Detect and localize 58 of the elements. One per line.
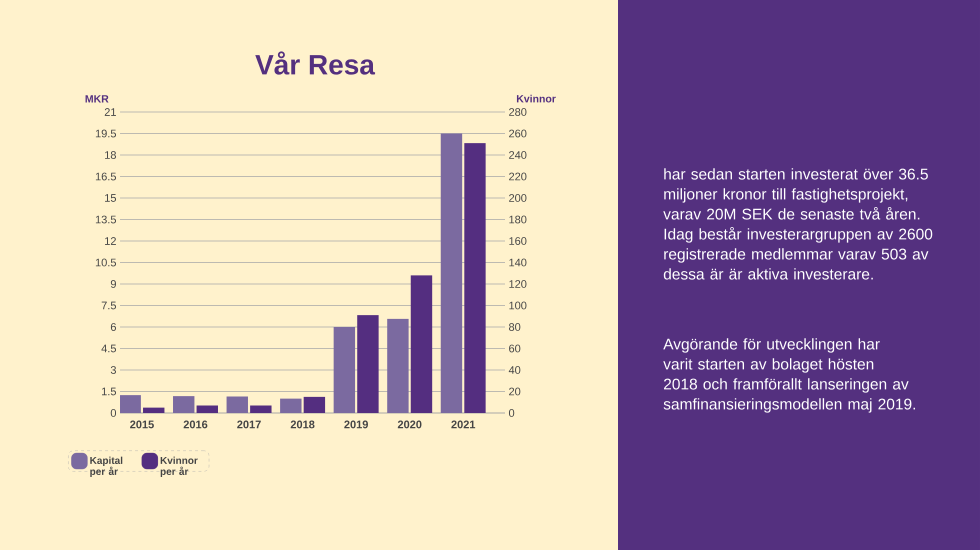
bar [196,405,218,413]
text: har sedan starten investerat över 36.5 miljoner kronor till fastighetsprojekt, varav 20M SEK de senaste två åren. Idag består investerargruppen av 2600 registrerade medlemmar varav 503 av dessa är är aktiva investerare. [663,168,932,280]
bar [464,143,486,413]
text: Avgörande för utvecklingen har varit starten av bolaget hösten 2018 och framförallt lanseringen av samfinansieringsmodellen maj 2019. [663,338,916,413]
y2-tick-label: 100 [509,302,526,310]
y2-tick-label: 20 [509,388,520,396]
y2-tick-label: 240 [509,151,526,159]
y-tick-label: 12 [105,237,116,245]
bar [387,318,409,413]
x-tick-label: 2017 [237,420,261,428]
y2-tick-label: 200 [509,194,526,202]
bar [280,398,302,413]
y-tick-label: 10.5 [96,258,116,266]
y-tick-label: 19.5 [96,130,116,138]
bar [334,327,356,413]
y-tick-label: 15 [105,194,116,202]
legend-label: Kvinnor per år [160,456,198,477]
bar [120,395,141,413]
x-tick-label: 2019 [344,420,368,428]
bar [226,396,248,413]
bar [357,315,379,413]
y2-tick-label: 120 [509,280,526,288]
bar [410,275,432,413]
x-tick-label: 2021 [451,420,476,428]
bar [143,408,164,413]
y2-axis-title: Kvinnor [516,94,556,102]
bar [173,396,194,413]
y-tick-label: 16.5 [96,172,116,180]
y2-tick-label: 140 [509,258,526,266]
y2-tick-label: 80 [509,323,520,331]
y-tick-label: 21 [104,108,116,116]
y-tick-label: 13.5 [96,216,116,224]
y2-tick-label: 220 [509,172,526,180]
bar [440,134,462,413]
y2-tick-label: 160 [509,237,526,245]
y-tick-label: 7.5 [102,302,116,310]
y-tick-label: 6 [110,323,116,331]
x-tick-label: 2018 [290,420,314,428]
y-tick-label: 3 [110,366,116,374]
bar [304,396,326,413]
y2-tick-label: 260 [509,130,526,138]
x-tick-label: 2015 [130,420,154,428]
chart-title: Vår Resa [255,51,376,75]
legend-label: Kapital per år [90,456,122,477]
y-tick-label: 9 [110,280,116,288]
y-tick-label: 4.5 [101,344,116,352]
x-tick-label: 2016 [184,420,208,428]
y-tick-label: 18 [105,151,116,159]
x-tick-label: 2020 [398,420,422,428]
y-tick-label: 0 [110,409,116,417]
y-axis-title: MKR [86,95,109,102]
y2-tick-label: 280 [509,108,526,116]
bar [250,405,272,413]
y-tick-label: 1.5 [102,388,116,396]
y2-tick-label: 60 [509,344,520,352]
y2-tick-label: 40 [508,366,520,374]
y2-tick-label: 180 [509,216,526,224]
y2-tick-label: 0 [508,409,514,417]
